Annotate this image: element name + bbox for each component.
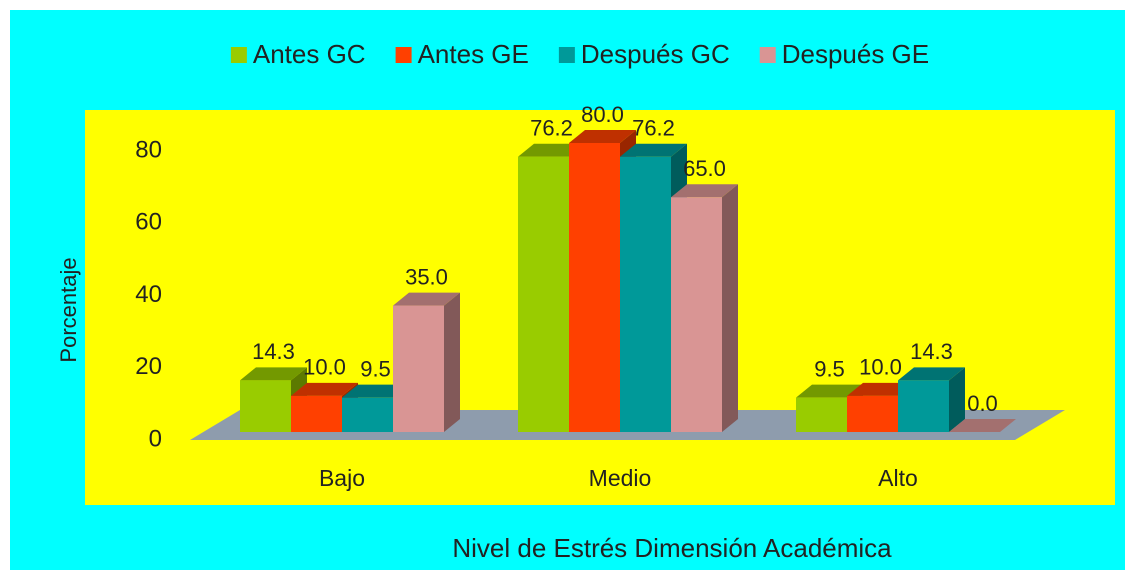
legend-swatch [558,47,575,63]
bar-top [569,130,636,143]
bar [518,156,569,433]
bar [342,397,393,432]
legend-label: Antes GC [253,39,366,69]
value-label: 9.5 [814,356,845,381]
value-label: 35.0 [405,264,448,289]
bar [291,395,342,432]
bar-top [393,292,460,306]
legend-label: Después GC [581,39,730,69]
y-tick-label: 80 [135,136,162,163]
value-label: 0.0 [967,391,998,416]
value-label: 76.2 [530,116,573,141]
bar [569,143,620,432]
bar-top [847,382,914,396]
bar-side [722,184,738,432]
x-tick-label: Bajo [319,465,365,491]
value-label: 14.3 [252,339,295,364]
x-tick-label: Alto [878,465,918,491]
value-label: 10.0 [859,355,902,380]
bar-side [444,292,460,432]
y-tick-label: 60 [135,209,162,236]
value-label: 10.0 [303,355,346,380]
bar-top [949,419,1016,432]
value-label: 9.5 [360,356,391,381]
bar [620,156,671,433]
y-tick-label: 0 [149,425,162,452]
value-label: 76.2 [632,116,675,141]
value-label: 14.3 [910,339,953,364]
bar-top [671,184,738,198]
value-label: 65.0 [683,156,726,181]
x-tick-label: Medio [589,465,652,491]
x-axis-label: Nivel de Estrés Dimensión Académica [452,533,892,563]
y-axis-label: Porcentaje [56,257,81,362]
legend-swatch [395,47,412,63]
legend-swatch [759,47,776,63]
bar [393,305,444,432]
bar-top [796,384,863,398]
legend-label: Después GE [782,39,929,69]
bar-top [898,367,965,381]
y-tick-label: 40 [135,281,162,308]
bar [898,380,949,432]
value-label: 80.0 [581,102,624,127]
bar [240,380,291,432]
bar-top [620,143,687,157]
bar-top [342,384,409,398]
legend-swatch [230,47,247,63]
legend-label: Antes GE [418,39,529,69]
bar-top [518,143,585,157]
bar [671,197,722,432]
bar [796,397,847,432]
bar-side [949,367,965,432]
bar-top [240,367,307,381]
y-tick-label: 20 [135,353,162,380]
bar-top [291,382,358,396]
bar [847,395,898,432]
